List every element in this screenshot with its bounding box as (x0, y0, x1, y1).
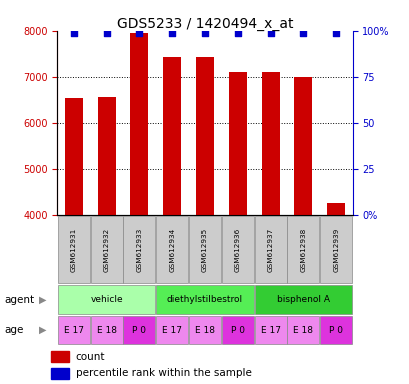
Text: E 17: E 17 (64, 326, 83, 335)
Bar (294, 77, 312, 215)
Point (201, 30, 208, 36)
Bar (65, 98, 83, 215)
FancyBboxPatch shape (221, 217, 253, 283)
Text: ▶: ▶ (39, 295, 47, 305)
Text: diethylstilbestrol: diethylstilbestrol (166, 295, 243, 304)
Text: E 18: E 18 (97, 326, 116, 335)
FancyBboxPatch shape (221, 316, 253, 344)
Text: E 18: E 18 (195, 326, 214, 335)
FancyBboxPatch shape (254, 316, 286, 344)
Text: GSM612936: GSM612936 (234, 227, 240, 272)
Text: GSM612937: GSM612937 (267, 227, 273, 272)
Text: GSM612934: GSM612934 (169, 227, 175, 272)
Text: agent: agent (4, 295, 34, 305)
Text: P 0: P 0 (230, 326, 244, 335)
Text: GSM612938: GSM612938 (300, 227, 306, 272)
FancyBboxPatch shape (254, 285, 351, 314)
Text: P 0: P 0 (328, 326, 342, 335)
Text: E 17: E 17 (162, 326, 182, 335)
Text: E 18: E 18 (293, 326, 312, 335)
FancyBboxPatch shape (123, 316, 155, 344)
Point (103, 30, 110, 36)
Text: GSM612931: GSM612931 (71, 227, 76, 272)
Point (332, 30, 339, 36)
Point (169, 30, 175, 36)
Bar (163, 58, 181, 215)
Point (136, 30, 142, 36)
Text: GDS5233 / 1420494_x_at: GDS5233 / 1420494_x_at (117, 17, 292, 31)
FancyBboxPatch shape (254, 217, 286, 283)
Text: vehicle: vehicle (90, 295, 123, 304)
Point (299, 30, 306, 36)
Text: E 17: E 17 (260, 326, 280, 335)
FancyBboxPatch shape (189, 316, 220, 344)
Text: GSM612932: GSM612932 (103, 227, 109, 272)
Bar (261, 72, 279, 215)
Bar (52, 351, 69, 362)
Text: ▶: ▶ (39, 325, 47, 335)
FancyBboxPatch shape (123, 217, 155, 283)
FancyBboxPatch shape (58, 217, 90, 283)
FancyBboxPatch shape (156, 316, 188, 344)
Bar (97, 97, 115, 215)
Bar (228, 72, 246, 215)
FancyBboxPatch shape (156, 217, 188, 283)
FancyBboxPatch shape (58, 285, 155, 314)
Text: GSM612939: GSM612939 (333, 227, 338, 272)
Text: bisphenol A: bisphenol A (276, 295, 329, 304)
Point (267, 30, 273, 36)
Point (234, 30, 240, 36)
FancyBboxPatch shape (156, 285, 253, 314)
Bar (326, 203, 344, 215)
FancyBboxPatch shape (90, 316, 122, 344)
FancyBboxPatch shape (287, 316, 319, 344)
Text: P 0: P 0 (132, 326, 146, 335)
Bar (52, 367, 69, 379)
FancyBboxPatch shape (189, 217, 220, 283)
FancyBboxPatch shape (319, 217, 351, 283)
Text: GSM612935: GSM612935 (202, 227, 207, 272)
Text: GSM612933: GSM612933 (136, 227, 142, 272)
Point (70, 30, 77, 36)
FancyBboxPatch shape (319, 316, 351, 344)
Text: percentile rank within the sample: percentile rank within the sample (76, 368, 251, 378)
FancyBboxPatch shape (58, 316, 90, 344)
FancyBboxPatch shape (287, 217, 319, 283)
Text: age: age (4, 325, 23, 335)
Bar (130, 33, 148, 215)
FancyBboxPatch shape (90, 217, 122, 283)
Text: count: count (76, 351, 105, 361)
Bar (196, 57, 213, 215)
